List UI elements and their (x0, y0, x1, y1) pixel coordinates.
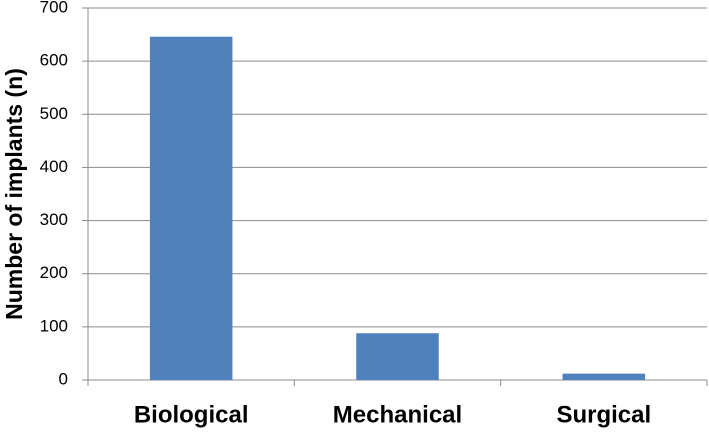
y-axis-title: Number of implants (n) (1, 68, 27, 320)
y-tick-label: 0 (59, 369, 68, 388)
x-tick-label: Mechanical (333, 401, 462, 428)
y-tick-label: 700 (40, 0, 68, 16)
y-tick-label: 400 (40, 157, 68, 176)
y-tick-label: 200 (40, 263, 68, 282)
y-tick-label: 100 (40, 316, 68, 335)
bar (149, 36, 233, 380)
y-tick-label: 600 (40, 51, 68, 70)
x-tick-label: Biological (134, 401, 249, 428)
bar (356, 333, 439, 380)
x-tick-label: Surgical (556, 401, 651, 428)
bar (562, 373, 646, 380)
y-tick-label: 500 (40, 104, 68, 123)
y-tick-label: 300 (40, 210, 68, 229)
